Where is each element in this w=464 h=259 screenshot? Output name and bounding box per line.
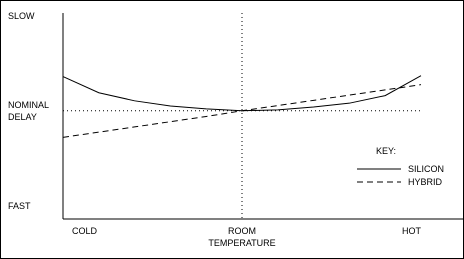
x-tick-label: COLD [72, 226, 98, 236]
y-tick-label: SLOW [8, 10, 35, 21]
legend-label: SILICON [408, 164, 445, 174]
legend-label: HYBRID [408, 177, 443, 187]
y-tick-label: NOMINAL DELAY [8, 99, 49, 122]
x-tick-label: HOT [402, 226, 421, 236]
x-tick-label: ROOM TEMPERATURE [208, 226, 276, 248]
y-tick-label: FAST [8, 200, 31, 211]
legend-title: KEY: [376, 146, 397, 156]
series-line [62, 84, 422, 138]
